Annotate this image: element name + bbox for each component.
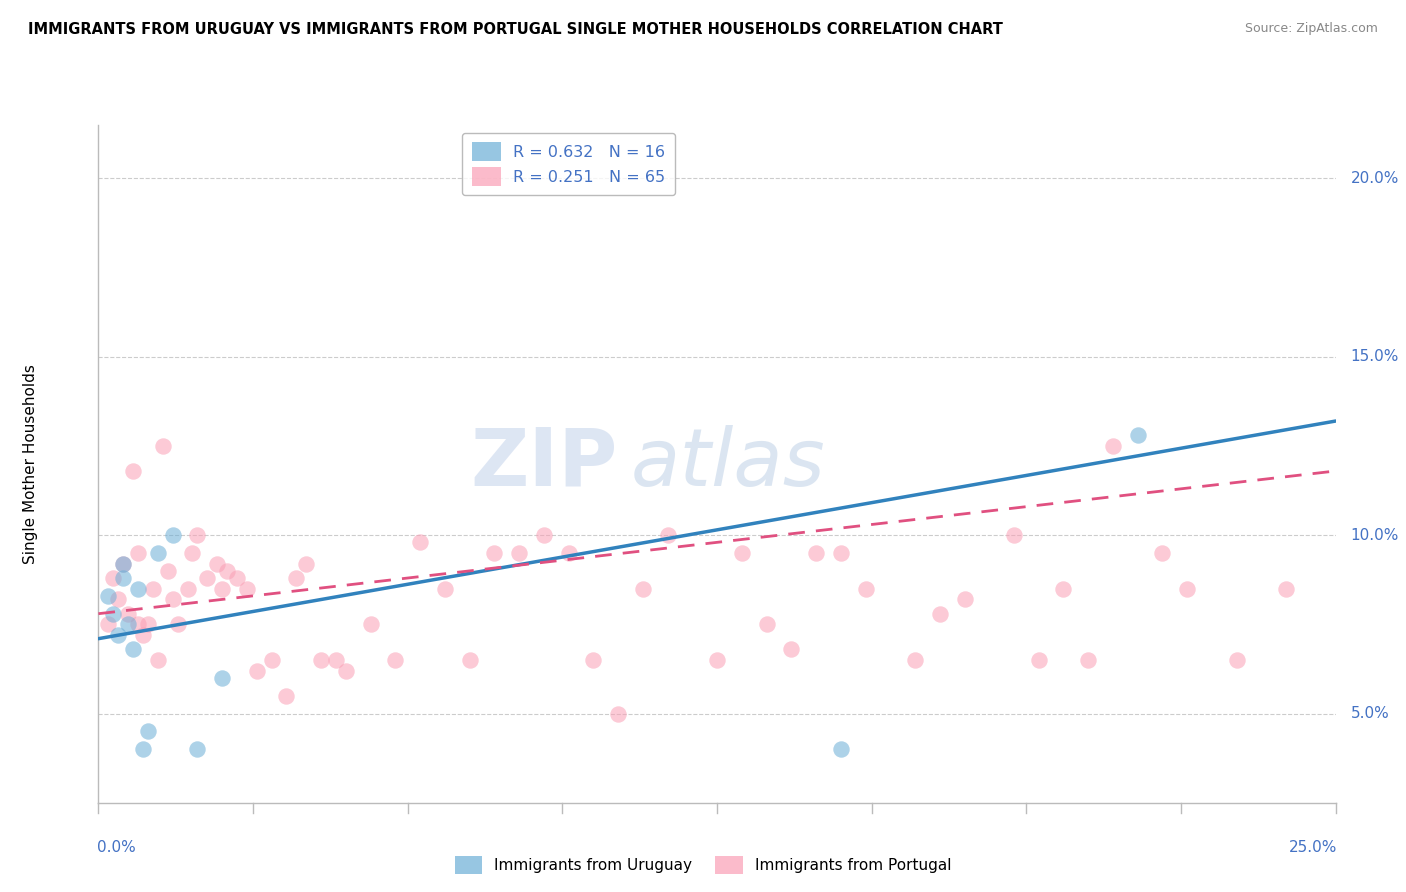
Point [458,653,481,667]
Text: 25.0%: 25.0% [1288,840,1337,855]
Point [335,664,357,678]
Point [360,617,382,632]
Point [142,582,165,596]
Point [804,546,827,560]
Point [205,557,228,571]
Point [117,617,139,632]
Point [211,582,233,596]
Point [162,528,184,542]
Point [97,617,120,632]
Point [433,582,456,596]
Point [1126,428,1149,442]
Point [780,642,803,657]
Point [107,628,129,642]
Point [295,557,318,571]
Point [181,546,204,560]
Point [156,564,179,578]
Point [657,528,679,542]
Text: ZIP: ZIP [471,425,619,503]
Point [276,689,298,703]
Point [706,653,728,667]
Point [325,653,347,667]
Point [246,664,269,678]
Point [226,571,249,585]
Point [285,571,308,585]
Point [162,592,184,607]
Point [236,582,259,596]
Point [103,607,125,621]
Point [1226,653,1249,667]
Text: 5.0%: 5.0% [1351,706,1389,721]
Point [309,653,332,667]
Point [132,628,155,642]
Point [1052,582,1074,596]
Point [136,724,159,739]
Point [830,546,852,560]
Point [755,617,778,632]
Text: 15.0%: 15.0% [1351,350,1399,364]
Point [112,557,135,571]
Point [112,571,135,585]
Point [152,439,174,453]
Point [122,642,145,657]
Point [117,607,139,621]
Point [953,592,976,607]
Point [904,653,927,667]
Point [195,571,218,585]
Point [533,528,555,542]
Point [409,535,432,549]
Text: 0.0%: 0.0% [97,840,136,855]
Legend: R = 0.632   N = 16, R = 0.251   N = 65: R = 0.632 N = 16, R = 0.251 N = 65 [463,133,675,195]
Point [1175,582,1198,596]
Point [103,571,125,585]
Point [217,564,239,578]
Point [186,528,208,542]
Point [1152,546,1174,560]
Legend: Immigrants from Uruguay, Immigrants from Portugal: Immigrants from Uruguay, Immigrants from… [449,850,957,880]
Point [1077,653,1099,667]
Point [132,742,155,756]
Point [731,546,754,560]
Point [211,671,233,685]
Point [928,607,950,621]
Point [97,589,120,603]
Text: 10.0%: 10.0% [1351,528,1399,542]
Point [557,546,579,560]
Point [112,557,135,571]
Point [136,617,159,632]
Point [122,464,145,478]
Point [1275,582,1298,596]
Point [127,617,149,632]
Point [107,592,129,607]
Point [146,546,169,560]
Point [631,582,654,596]
Point [260,653,283,667]
Point [384,653,406,667]
Point [607,706,630,721]
Point [127,582,149,596]
Point [1002,528,1025,542]
Point [1102,439,1125,453]
Text: Source: ZipAtlas.com: Source: ZipAtlas.com [1244,22,1378,36]
Text: IMMIGRANTS FROM URUGUAY VS IMMIGRANTS FROM PORTUGAL SINGLE MOTHER HOUSEHOLDS COR: IMMIGRANTS FROM URUGUAY VS IMMIGRANTS FR… [28,22,1002,37]
Text: 20.0%: 20.0% [1351,171,1399,186]
Point [176,582,198,596]
Point [830,742,852,756]
Point [146,653,169,667]
Text: Single Mother Households: Single Mother Households [22,364,38,564]
Point [186,742,208,756]
Text: atlas: atlas [630,425,825,503]
Point [127,546,149,560]
Point [582,653,605,667]
Point [855,582,877,596]
Point [166,617,188,632]
Point [484,546,506,560]
Point [1028,653,1050,667]
Point [508,546,530,560]
